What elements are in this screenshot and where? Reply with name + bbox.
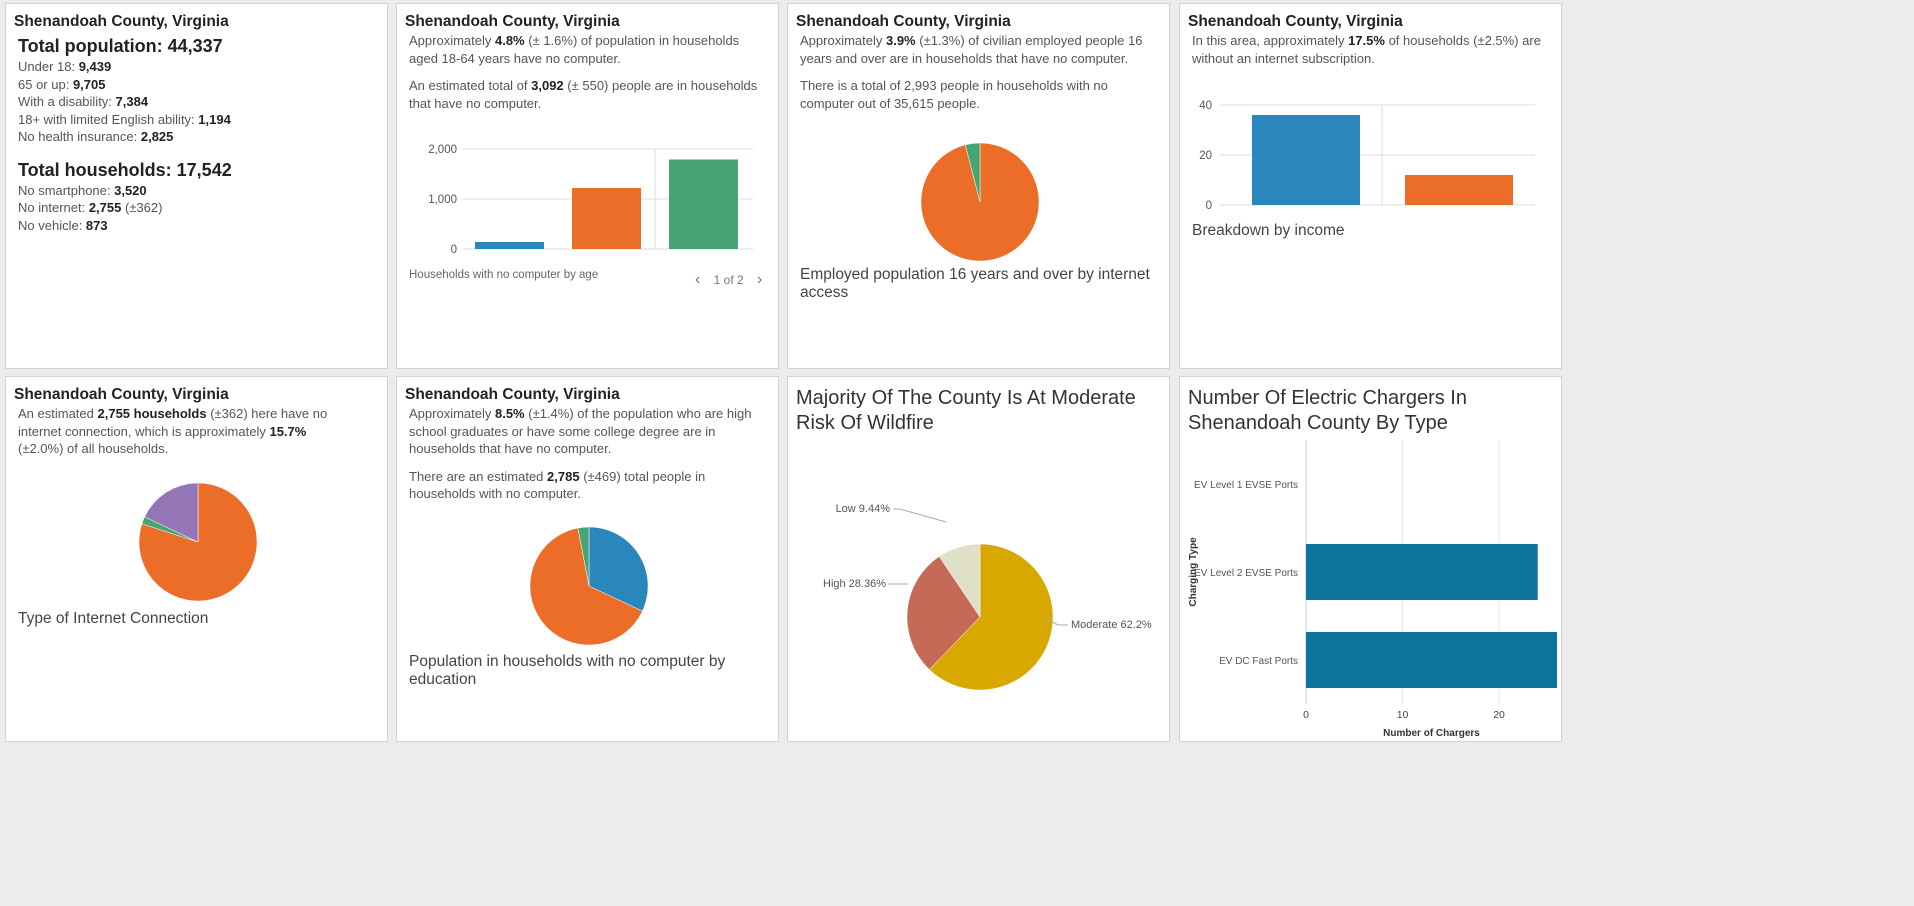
- y-tick-label: 1,000: [428, 194, 457, 206]
- card4-text: In this area, approximately 17.5% of hou…: [1192, 32, 1552, 67]
- x-tick-label: 20: [1493, 709, 1505, 721]
- paragraph-1: Approximately 3.9% (±1.3%) of civilian e…: [800, 33, 1143, 66]
- employed-internet-pie: [920, 142, 1040, 262]
- paragraph-2: An estimated total of 3,092 (± 550) peop…: [409, 78, 758, 111]
- total-population: Total population: 44,337: [18, 36, 223, 56]
- paragraph-1: Approximately 4.8% (± 1.6%) of populatio…: [409, 33, 740, 66]
- hh-line: No internet: 2,755 (±362): [18, 200, 163, 215]
- wildfire-slice: [906, 556, 981, 670]
- slice-label-high: High 28.36%: [823, 578, 886, 590]
- internet-connection-pie: [138, 482, 258, 602]
- education-slice: [577, 526, 590, 587]
- y-tick-label: 20: [1199, 150, 1212, 162]
- slice-label-moderate: Moderate 62.2%: [1071, 619, 1152, 631]
- y-category-label: EV Level 2 EVSE Ports: [1194, 568, 1298, 579]
- pager-next-button[interactable]: ›: [757, 271, 763, 288]
- card5-text: An estimated 2,755 households (±362) her…: [18, 405, 348, 458]
- employed-slice: [965, 142, 981, 203]
- population-lines: Under 18: 9,439 65 or up: 9,705 With a dis…: [18, 58, 232, 146]
- connection-slice: [138, 482, 258, 602]
- pager: ‹ 1 of 2 ›: [695, 271, 762, 289]
- paragraph-1: Approximately 8.5% (±1.4%) of the popula…: [409, 406, 752, 456]
- x-axis-title: Number of Chargers: [1383, 728, 1480, 739]
- pop-line: 18+ with limited English ability: 1,194: [18, 111, 231, 127]
- card-wildfire-risk: Majority Of The County Is At Moderate Ri…: [787, 376, 1170, 742]
- leader-line: [893, 508, 947, 523]
- paragraph-1: In this area, approximately 17.5% of hou…: [1192, 33, 1541, 66]
- bar: [1405, 175, 1513, 205]
- pop-line: No health insurance: 2,825: [18, 129, 174, 144]
- paragraph-1: An estimated 2,755 households (±362) her…: [18, 406, 328, 456]
- card-no-internet-income: Shenandoah County, Virginia In this area…: [1179, 3, 1562, 369]
- slice-label-low: Low 9.44%: [836, 503, 891, 515]
- education-slice: [588, 526, 649, 612]
- card-title: Shenandoah County, Virginia: [796, 13, 1011, 30]
- wildfire-slice: [929, 543, 1054, 691]
- y-axis-title: Charging Type: [1188, 537, 1199, 607]
- y-category-label: EV DC Fast Ports: [1219, 656, 1298, 667]
- y-category-label: EV Level 1 EVSE Ports: [1194, 480, 1298, 491]
- pop-line: Under 18: 9,439: [18, 59, 112, 74]
- card3-text: Approximately 3.9% (±1.3%) of civilian e…: [800, 32, 1160, 112]
- wildfire-risk-pie: Moderate 62.2% High 28.36% Low 9.44%: [823, 503, 1152, 691]
- card-no-computer-education: Shenandoah County, Virginia Approximatel…: [396, 376, 779, 742]
- x-tick-label: 10: [1397, 709, 1409, 721]
- card-title: Majority Of The County Is At Moderate Ri…: [796, 387, 1136, 434]
- bar: [669, 159, 738, 249]
- card6-text: Approximately 8.5% (±1.4%) of the popula…: [409, 405, 774, 503]
- chart-caption: Type of Internet Connection: [18, 610, 209, 627]
- education-pie: [529, 526, 649, 646]
- bar: [475, 242, 544, 249]
- chart-caption: Employed population 16 years and over by…: [800, 266, 1150, 301]
- card-title: Shenandoah County, Virginia: [1188, 13, 1403, 30]
- household-lines: No smartphone: 3,520 No internet: 2,755 (…: [18, 182, 232, 235]
- wildfire-slice: [938, 543, 981, 618]
- bar: [572, 188, 641, 249]
- chart-caption: Population in households with no compute…: [409, 653, 726, 688]
- pager-text: 1 of 2: [713, 273, 744, 287]
- paragraph-2: There are an estimated 2,785 (±469) tota…: [409, 468, 706, 502]
- card-ev-chargers: Number Of Electric Chargers In Shenandoa…: [1179, 376, 1562, 742]
- hh-line: No vehicle: 873: [18, 217, 108, 233]
- bar: [1306, 632, 1557, 688]
- pager-prev-button[interactable]: ‹: [695, 271, 701, 288]
- card-population-summary: Shenandoah County, Virginia Total popula…: [5, 3, 388, 369]
- card-title: Shenandoah County, Virginia: [14, 386, 229, 403]
- card-title: Shenandoah County, Virginia: [405, 13, 620, 30]
- x-tick-label: 0: [1303, 709, 1309, 721]
- income-bar-chart: 0 20 40: [1199, 100, 1535, 212]
- education-slice: [529, 527, 643, 646]
- pop-line: 65 or up: 9,705: [18, 76, 106, 92]
- y-tick-label: 0: [1206, 200, 1212, 212]
- paragraph-2: There is a total of 2,993 people in hous…: [800, 78, 1108, 111]
- hh-line: No smartphone: 3,520: [18, 182, 147, 198]
- bar: [1306, 544, 1538, 600]
- card-internet-connection-type: Shenandoah County, Virginia An estimated…: [5, 376, 388, 742]
- y-tick-label: 40: [1199, 100, 1212, 112]
- leader-line: [1042, 616, 1068, 626]
- card-no-computer-age: Shenandoah County, Virginia Approximatel…: [396, 3, 779, 369]
- bar: [1252, 115, 1360, 205]
- chart-caption: Breakdown by income: [1192, 222, 1345, 239]
- chart-caption: Households with no computer by age: [409, 269, 599, 281]
- ev-chargers-bar-chart: 0 10 20 EV Level 1 EVSE Ports EV Level 2 EVS…: [1188, 440, 1557, 739]
- y-tick-label: 0: [451, 244, 457, 256]
- population-block: Total population: 44,337 Under 18: 9,439…: [18, 34, 232, 234]
- pop-line: With a disability: 7,384: [18, 94, 149, 109]
- card-title: Number Of Electric Chargers In Shenandoa…: [1188, 387, 1467, 434]
- card-employed-no-computer: Shenandoah County, Virginia Approximatel…: [787, 3, 1170, 369]
- y-tick-label: 2,000: [428, 144, 457, 156]
- total-households: Total households: 17,542: [18, 159, 232, 180]
- card2-text: Approximately 4.8% (± 1.6%) of populatio…: [409, 32, 769, 112]
- connection-slice: [144, 482, 199, 543]
- card-title: Shenandoah County, Virginia: [405, 386, 620, 403]
- no-computer-age-chart: 0 1,000 2,000: [428, 144, 753, 256]
- card-title: Shenandoah County, Virginia: [14, 13, 229, 30]
